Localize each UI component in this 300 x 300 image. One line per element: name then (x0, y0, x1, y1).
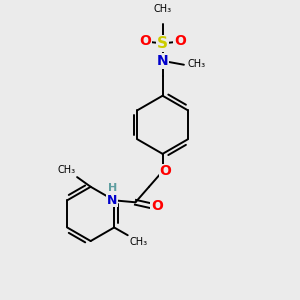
Text: O: O (139, 34, 151, 49)
Text: CH₃: CH₃ (57, 165, 75, 175)
Text: CH₃: CH₃ (130, 237, 148, 247)
Text: N: N (107, 194, 117, 207)
Text: H: H (108, 183, 117, 193)
Text: N: N (157, 54, 168, 68)
Text: CH₃: CH₃ (188, 59, 206, 69)
Text: O: O (160, 164, 171, 178)
Text: O: O (151, 199, 163, 213)
Text: S: S (157, 36, 168, 51)
Text: CH₃: CH₃ (154, 4, 172, 14)
Text: O: O (174, 34, 186, 49)
